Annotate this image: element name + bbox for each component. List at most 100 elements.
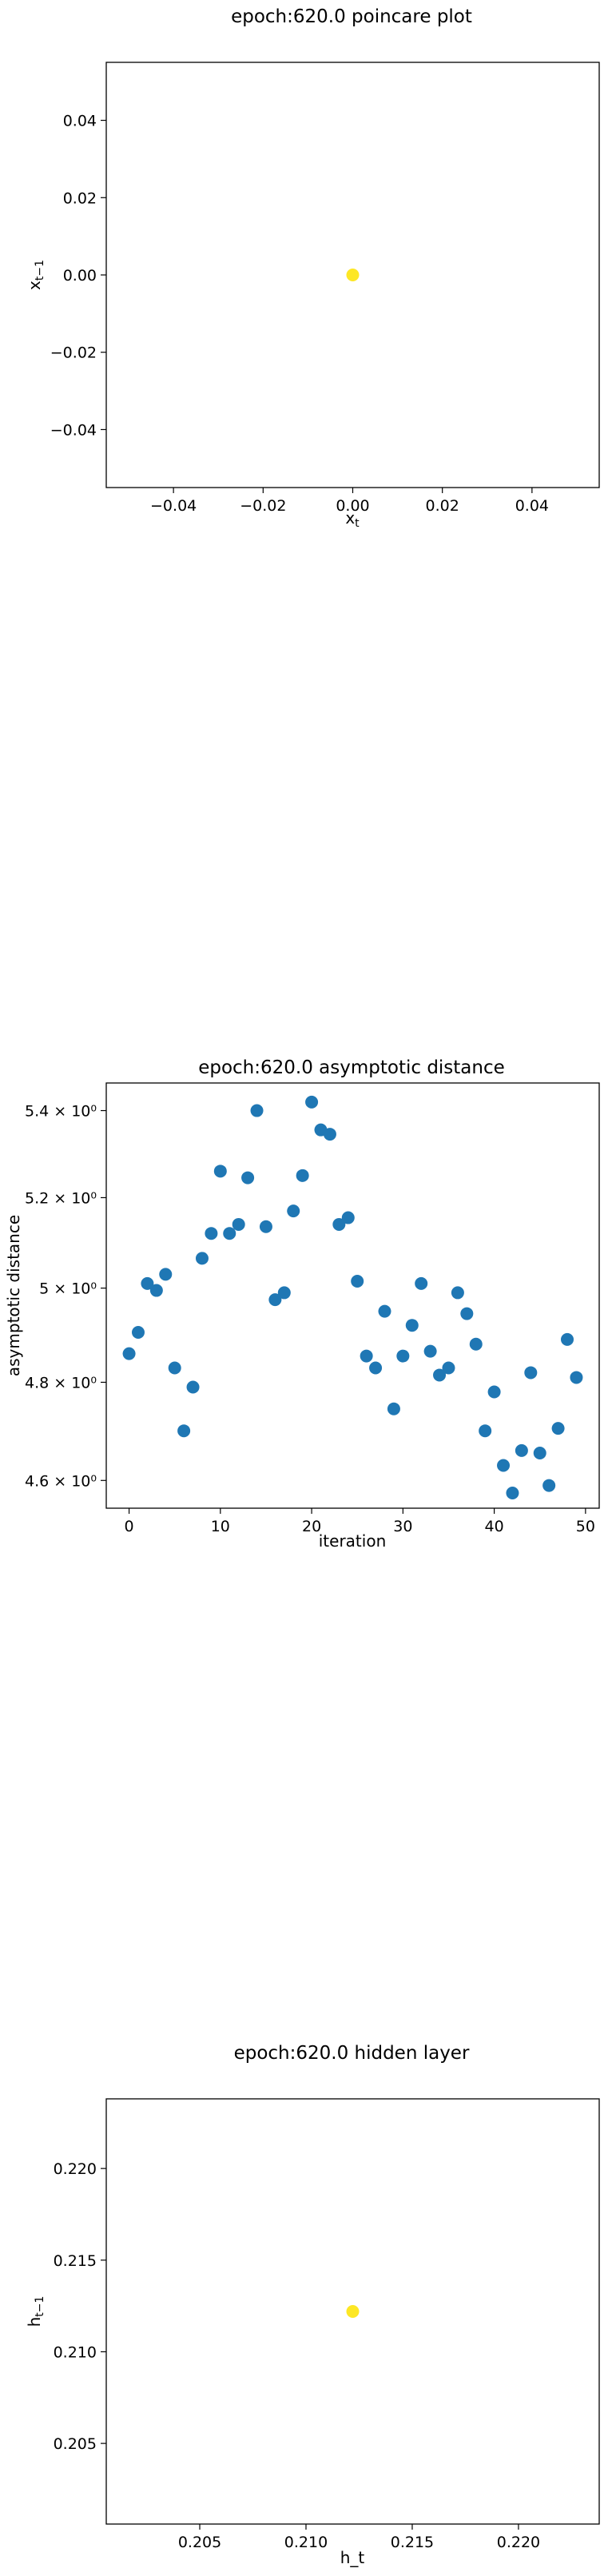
data-point xyxy=(460,1307,474,1320)
y-tick-label: 5.2 × 10⁰ xyxy=(25,1189,97,1207)
data-point xyxy=(159,1268,173,1281)
data-point xyxy=(561,1332,574,1346)
x-tick-label: 0.205 xyxy=(178,2534,221,2551)
data-point xyxy=(479,1424,492,1438)
data-point xyxy=(223,1227,236,1240)
data-point xyxy=(570,1371,583,1384)
x-tick-label: −0.02 xyxy=(240,497,286,515)
chart-title: epoch:620.0 hidden layer xyxy=(234,2043,470,2064)
y-tick-label: 0.215 xyxy=(54,2252,97,2270)
data-point xyxy=(351,1274,364,1288)
plot-area xyxy=(105,2098,600,2525)
data-point xyxy=(369,1361,383,1375)
data-point xyxy=(533,1446,546,1459)
poincare-chart: epoch:620.0 poincare plot −0.04 −0.02 0.00… xyxy=(25,6,600,530)
asymptotic-distance-chart: epoch:620.0 asymptotic distance 0 10 20 30 4… xyxy=(4,1057,600,1551)
data-point xyxy=(396,1349,410,1363)
data-point xyxy=(250,1104,264,1117)
data-point xyxy=(241,1171,255,1184)
data-points xyxy=(346,269,360,281)
y-axis-label: ht−1 xyxy=(25,2296,46,2327)
x-axis-label: iteration xyxy=(319,1531,387,1551)
x-axis: −0.04 −0.02 0.00 0.02 0.04 xyxy=(150,488,549,515)
data-point xyxy=(378,1304,391,1318)
y-tick-label: 4.8 × 10⁰ xyxy=(25,1374,97,1392)
data-point xyxy=(387,1402,400,1415)
y-axis: −0.04 −0.02 0.00 0.02 0.04 xyxy=(50,113,106,439)
y-tick-label: 0.210 xyxy=(54,2343,97,2361)
data-point xyxy=(323,1128,336,1141)
x-tick-label: 20 xyxy=(302,1518,321,1535)
data-point xyxy=(487,1385,501,1399)
x-tick-label: 0.220 xyxy=(497,2534,540,2551)
data-point xyxy=(469,1337,483,1351)
data-point xyxy=(287,1204,300,1218)
x-axis: 0 10 20 30 40 50 xyxy=(125,1508,595,1535)
data-point xyxy=(442,1361,455,1375)
y-tick-label: −0.04 xyxy=(50,421,97,439)
data-points xyxy=(346,2305,360,2318)
data-point xyxy=(122,1347,136,1360)
data-point xyxy=(213,1165,227,1178)
data-point xyxy=(515,1443,528,1457)
data-point xyxy=(168,1361,181,1375)
y-axis: 0.205 0.210 0.215 0.220 xyxy=(54,2160,106,2453)
data-point xyxy=(433,1368,447,1382)
y-tick-label: 5.4 × 10⁰ xyxy=(25,1103,97,1121)
y-axis-label: xt−1 xyxy=(25,260,46,290)
data-point xyxy=(305,1095,319,1109)
data-point xyxy=(205,1227,218,1240)
x-axis-label: h_t xyxy=(340,2548,365,2567)
hidden-layer-chart: epoch:620.0 hidden layer 0.205 0.210 0.215… xyxy=(25,2043,600,2567)
data-point xyxy=(259,1220,272,1233)
x-tick-label: −0.04 xyxy=(150,497,197,515)
chart-title: epoch:620.0 asymptotic distance xyxy=(198,1057,505,1078)
data-point xyxy=(524,1366,538,1380)
x-tick-label: 0.00 xyxy=(336,497,369,515)
x-tick-label: 0.04 xyxy=(515,497,549,515)
data-point xyxy=(497,1459,511,1472)
data-point xyxy=(277,1286,291,1300)
data-point xyxy=(195,1252,209,1265)
data-point xyxy=(341,1211,355,1224)
y-tick-label: 0.02 xyxy=(63,189,97,207)
x-tick-label: 0.210 xyxy=(284,2534,328,2551)
x-tick-label: 50 xyxy=(576,1518,595,1535)
chart-title: epoch:620.0 poincare plot xyxy=(231,6,472,27)
data-point xyxy=(423,1344,437,1358)
y-tick-label: 4.6 × 10⁰ xyxy=(25,1472,97,1490)
data-point xyxy=(542,1479,556,1492)
y-tick-label: 5 × 10⁰ xyxy=(39,1280,97,1298)
data-point xyxy=(551,1422,565,1435)
data-point xyxy=(177,1424,191,1438)
data-point xyxy=(186,1380,200,1394)
data-point xyxy=(149,1284,163,1297)
y-tick-label: 0.220 xyxy=(54,2160,97,2178)
data-point xyxy=(360,1349,373,1363)
y-tick-label: 0.00 xyxy=(63,267,97,285)
data-point xyxy=(415,1276,428,1290)
data-point xyxy=(405,1319,419,1332)
data-point xyxy=(131,1326,145,1340)
x-axis: 0.205 0.210 0.215 0.220 xyxy=(178,2524,540,2551)
y-tick-label: 0.04 xyxy=(63,113,97,130)
data-point xyxy=(346,269,360,281)
data-point xyxy=(332,1217,346,1231)
data-points xyxy=(122,1095,583,1500)
data-point xyxy=(141,1276,154,1290)
x-tick-label: 10 xyxy=(211,1518,230,1535)
data-point xyxy=(268,1293,282,1307)
data-point xyxy=(232,1217,245,1231)
x-tick-label: 30 xyxy=(393,1518,412,1535)
y-axis-label: asymptotic distance xyxy=(4,1215,23,1376)
x-tick-label: 0.02 xyxy=(426,497,459,515)
y-axis: 4.6 × 10⁰ 4.8 × 10⁰ 5 × 10⁰ 5.2 × 10⁰ 5.4 × … xyxy=(25,1103,106,1490)
data-point xyxy=(451,1286,464,1300)
data-point xyxy=(506,1487,519,1500)
data-point xyxy=(346,2305,360,2318)
x-tick-label: 40 xyxy=(485,1518,504,1535)
plot-area xyxy=(105,1082,600,1509)
y-tick-label: 0.205 xyxy=(54,2435,97,2453)
x-tick-label: 0.215 xyxy=(391,2534,434,2551)
